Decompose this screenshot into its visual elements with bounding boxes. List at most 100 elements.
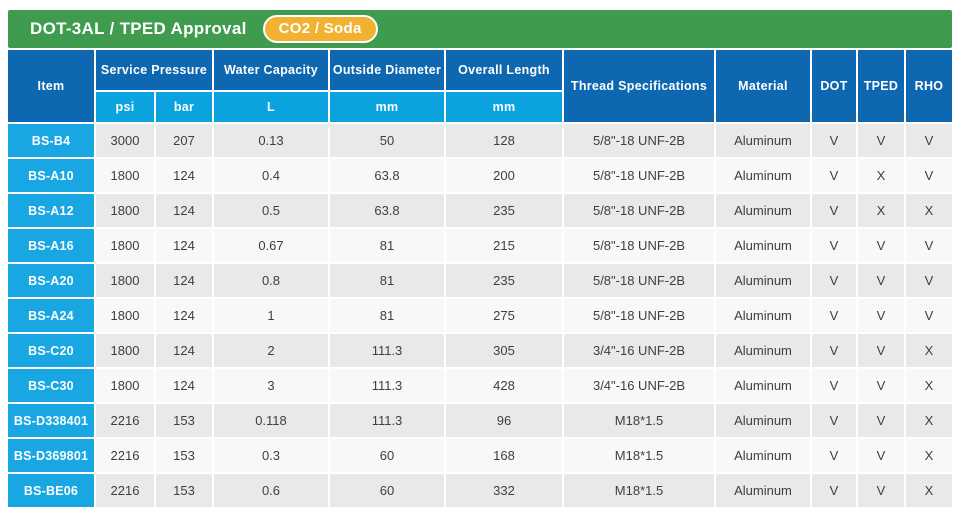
cell-item: BS-B4 [8, 124, 94, 157]
cell-outside-diameter: 81 [330, 299, 444, 332]
spec-sheet: DOT-3AL / TPED Approval CO2 / Soda Item … [8, 10, 952, 507]
cell-bar: 153 [156, 439, 212, 472]
cell-rho-approval: V [906, 124, 952, 157]
cell-rho-approval: X [906, 404, 952, 437]
cell-rho-approval: V [906, 264, 952, 297]
col-header-material: Material [716, 50, 810, 122]
cell-thread: 5/8"-18 UNF-2B [564, 124, 714, 157]
cell-psi: 2216 [96, 474, 154, 507]
page-title: DOT-3AL / TPED Approval [30, 19, 247, 38]
cell-water-capacity: 1 [214, 299, 328, 332]
cell-outside-diameter: 111.3 [330, 334, 444, 367]
col-header-tped: TPED [858, 50, 904, 122]
cell-material: Aluminum [716, 194, 810, 227]
cell-material: Aluminum [716, 474, 810, 507]
cell-tped-approval: V [858, 439, 904, 472]
cell-outside-diameter: 50 [330, 124, 444, 157]
cell-psi: 1800 [96, 369, 154, 402]
cell-overall-length: 275 [446, 299, 562, 332]
cell-tped-approval: V [858, 229, 904, 262]
cell-tped-approval: X [858, 194, 904, 227]
cell-water-capacity: 2 [214, 334, 328, 367]
cell-psi: 1800 [96, 334, 154, 367]
cell-water-capacity: 0.118 [214, 404, 328, 437]
cell-psi: 2216 [96, 404, 154, 437]
cell-material: Aluminum [716, 404, 810, 437]
cell-dot-approval: V [812, 159, 856, 192]
cell-bar: 124 [156, 299, 212, 332]
cell-tped-approval: X [858, 159, 904, 192]
cell-dot-approval: V [812, 474, 856, 507]
cell-thread: M18*1.5 [564, 474, 714, 507]
cell-outside-diameter: 63.8 [330, 159, 444, 192]
cell-dot-approval: V [812, 404, 856, 437]
cell-item: BS-C20 [8, 334, 94, 367]
unit-header-ol-mm: mm [446, 92, 562, 122]
cell-dot-approval: V [812, 264, 856, 297]
cell-water-capacity: 0.3 [214, 439, 328, 472]
col-header-overall-length: Overall Length [446, 50, 562, 90]
cell-item: BS-A24 [8, 299, 94, 332]
cell-dot-approval: V [812, 439, 856, 472]
cell-outside-diameter: 60 [330, 474, 444, 507]
cell-overall-length: 168 [446, 439, 562, 472]
cell-overall-length: 428 [446, 369, 562, 402]
cell-material: Aluminum [716, 264, 810, 297]
cell-item: BS-C30 [8, 369, 94, 402]
cell-tped-approval: V [858, 264, 904, 297]
cell-material: Aluminum [716, 229, 810, 262]
cell-bar: 153 [156, 474, 212, 507]
unit-header-od-mm: mm [330, 92, 444, 122]
unit-header-psi: psi [96, 92, 154, 122]
cell-outside-diameter: 111.3 [330, 369, 444, 402]
col-header-dot: DOT [812, 50, 856, 122]
col-header-service-pressure: Service Pressure [96, 50, 212, 90]
cell-material: Aluminum [716, 124, 810, 157]
cell-overall-length: 235 [446, 194, 562, 227]
cell-rho-approval: V [906, 229, 952, 262]
cell-material: Aluminum [716, 439, 810, 472]
cell-item: BS-A10 [8, 159, 94, 192]
cell-bar: 124 [156, 194, 212, 227]
cell-bar: 124 [156, 334, 212, 367]
cell-material: Aluminum [716, 369, 810, 402]
cell-dot-approval: V [812, 369, 856, 402]
cell-item: BS-D369801 [8, 439, 94, 472]
cell-outside-diameter: 60 [330, 439, 444, 472]
cell-water-capacity: 0.8 [214, 264, 328, 297]
cell-water-capacity: 0.67 [214, 229, 328, 262]
cell-overall-length: 235 [446, 264, 562, 297]
cell-overall-length: 332 [446, 474, 562, 507]
cell-bar: 207 [156, 124, 212, 157]
cell-thread: 5/8"-18 UNF-2B [564, 229, 714, 262]
cell-thread: M18*1.5 [564, 439, 714, 472]
cell-bar: 124 [156, 264, 212, 297]
cell-psi: 1800 [96, 299, 154, 332]
col-header-thread-specifications: Thread Specifications [564, 50, 714, 122]
cell-thread: 5/8"-18 UNF-2B [564, 299, 714, 332]
cell-psi: 1800 [96, 264, 154, 297]
title-bar: DOT-3AL / TPED Approval CO2 / Soda [8, 10, 952, 48]
cell-item: BS-A20 [8, 264, 94, 297]
cell-item: BS-BE06 [8, 474, 94, 507]
spec-table: Item Service Pressure Water Capacity Out… [8, 50, 952, 507]
col-header-outside-diameter: Outside Diameter [330, 50, 444, 90]
cell-item: BS-A12 [8, 194, 94, 227]
cell-overall-length: 128 [446, 124, 562, 157]
cell-tped-approval: V [858, 334, 904, 367]
cell-material: Aluminum [716, 159, 810, 192]
cell-thread: M18*1.5 [564, 404, 714, 437]
cell-material: Aluminum [716, 299, 810, 332]
cell-psi: 2216 [96, 439, 154, 472]
cell-psi: 1800 [96, 229, 154, 262]
cell-dot-approval: V [812, 334, 856, 367]
cell-dot-approval: V [812, 194, 856, 227]
cell-psi: 1800 [96, 159, 154, 192]
cell-dot-approval: V [812, 299, 856, 332]
cell-bar: 124 [156, 159, 212, 192]
cell-outside-diameter: 63.8 [330, 194, 444, 227]
cell-tped-approval: V [858, 124, 904, 157]
cell-outside-diameter: 81 [330, 229, 444, 262]
cell-rho-approval: X [906, 334, 952, 367]
cell-thread: 5/8"-18 UNF-2B [564, 264, 714, 297]
